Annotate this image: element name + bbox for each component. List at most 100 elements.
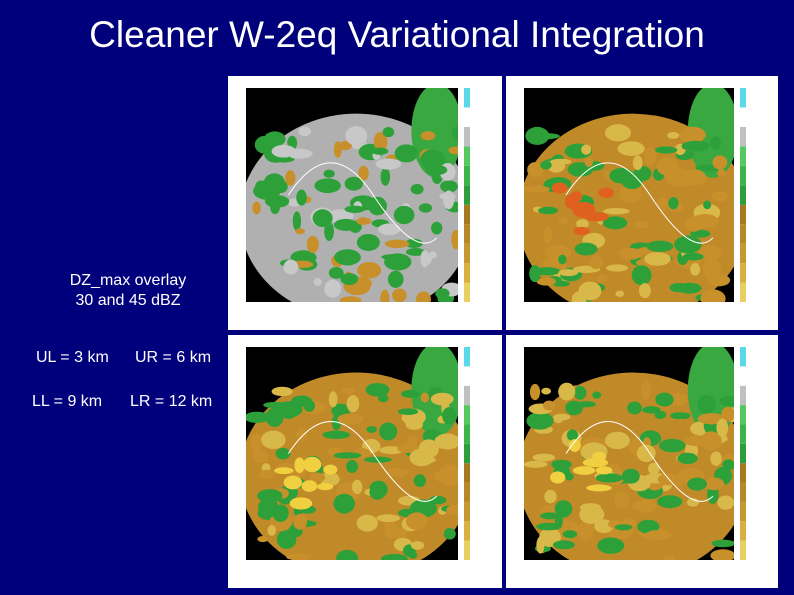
field-cell — [430, 392, 454, 406]
field-cell — [346, 460, 358, 474]
field-cell — [401, 389, 420, 398]
field-cell — [529, 265, 541, 283]
field-cell — [558, 382, 576, 401]
field-cell — [270, 200, 280, 215]
level-label: UL = 3 km — [36, 349, 109, 366]
colorbar-swatch — [464, 540, 470, 560]
colorbar-swatch — [464, 424, 470, 444]
field-cell — [398, 408, 419, 415]
field-cell — [618, 247, 642, 260]
colorbar-swatch — [740, 521, 746, 541]
field-cell — [536, 277, 556, 286]
field-cell — [609, 167, 634, 184]
field-cell — [409, 448, 434, 467]
field-cell — [681, 140, 710, 152]
field-core — [551, 182, 568, 194]
field-cell — [345, 126, 368, 146]
field-cell — [443, 528, 456, 540]
field-cell — [535, 522, 562, 531]
colorbar-swatch — [464, 501, 470, 522]
field-cell — [370, 147, 389, 155]
field-cell — [314, 178, 341, 194]
field-cell — [257, 536, 269, 543]
field-cell — [621, 468, 640, 484]
colorbar-swatch — [464, 146, 470, 166]
field-cell — [404, 238, 423, 248]
field-cell — [440, 180, 458, 193]
field-cell — [678, 126, 706, 144]
field-cell — [606, 264, 628, 272]
field-cell — [524, 460, 548, 468]
field-cell — [552, 280, 570, 287]
field-cell — [410, 184, 424, 195]
radar-panel — [228, 335, 502, 588]
field-cell — [541, 387, 552, 395]
field-cell — [344, 205, 365, 213]
radar-panel — [506, 76, 778, 330]
field-cell — [428, 251, 437, 259]
field-cell — [252, 201, 261, 215]
field-cell — [375, 158, 402, 170]
field-cell — [420, 250, 430, 268]
field-cell — [710, 549, 734, 560]
field-cell — [558, 269, 579, 277]
field-cell — [543, 226, 552, 245]
field-cell — [380, 167, 391, 186]
colorbar-swatch — [464, 88, 470, 108]
field-cell — [451, 126, 458, 141]
field-cell — [379, 422, 398, 441]
field-cell — [337, 413, 364, 425]
field-cell — [554, 510, 563, 529]
field-cell — [551, 459, 572, 470]
field-cell — [669, 392, 688, 407]
colorbar-swatch — [464, 366, 470, 386]
field-cell — [416, 291, 431, 302]
field-cell — [366, 426, 377, 433]
field-cell — [605, 431, 630, 450]
colorbar-swatch — [464, 185, 470, 205]
field-core — [323, 464, 338, 475]
field-cell — [387, 270, 404, 288]
field-cell — [376, 514, 401, 523]
field-core — [301, 480, 318, 492]
field-cell — [413, 474, 426, 488]
field-cell — [562, 530, 578, 539]
field-core — [572, 466, 596, 475]
colorbar-swatch — [464, 521, 470, 541]
field-cell — [656, 197, 669, 211]
field-core — [550, 471, 566, 484]
field-cell — [392, 288, 407, 302]
field-cell — [328, 267, 344, 279]
field-cell — [685, 216, 703, 232]
field-cell — [313, 278, 322, 286]
field-cell — [642, 406, 661, 414]
field-cell — [712, 155, 728, 170]
field-cell — [435, 288, 450, 299]
field-core — [595, 466, 613, 475]
field-cell — [657, 495, 683, 509]
slide-title: Cleaner W-2eq Variational Integration — [89, 14, 705, 55]
field-cell — [293, 513, 308, 530]
field-cell — [644, 252, 671, 266]
field-cell — [579, 505, 605, 524]
field-cell — [636, 444, 656, 463]
field-cell — [277, 401, 302, 411]
field-cell — [659, 438, 686, 453]
field-cell — [619, 184, 642, 204]
colorbar-swatch — [464, 482, 470, 502]
field-cell — [346, 395, 360, 413]
field-cell — [576, 219, 589, 229]
field — [246, 347, 458, 560]
field-cell — [312, 209, 333, 228]
field-cell — [615, 290, 625, 297]
field-cell — [645, 529, 672, 541]
level-label: LR = 12 km — [130, 393, 213, 410]
field-cell — [356, 233, 380, 251]
field-core — [274, 467, 294, 475]
contour — [287, 162, 438, 244]
field-cell — [578, 520, 594, 540]
field-cell — [550, 158, 572, 165]
field-cell — [377, 223, 401, 236]
field-cell — [684, 435, 708, 447]
field-region — [687, 88, 734, 178]
